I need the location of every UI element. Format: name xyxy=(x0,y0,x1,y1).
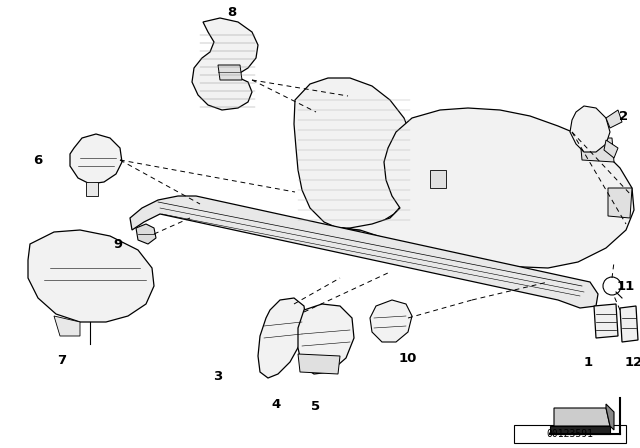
Polygon shape xyxy=(580,138,614,162)
FancyBboxPatch shape xyxy=(514,425,626,443)
Polygon shape xyxy=(294,78,416,230)
Text: 3: 3 xyxy=(213,370,223,383)
Polygon shape xyxy=(218,65,242,80)
Polygon shape xyxy=(550,426,610,434)
Polygon shape xyxy=(430,170,446,188)
Polygon shape xyxy=(340,108,634,268)
Text: 12: 12 xyxy=(625,356,640,369)
Polygon shape xyxy=(130,196,598,308)
Text: 2: 2 xyxy=(620,109,628,122)
Polygon shape xyxy=(608,188,632,218)
Polygon shape xyxy=(298,304,354,374)
Text: 00123591: 00123591 xyxy=(547,429,593,439)
Polygon shape xyxy=(192,18,258,110)
Polygon shape xyxy=(554,408,610,426)
Polygon shape xyxy=(86,182,98,196)
Text: 10: 10 xyxy=(399,352,417,365)
Polygon shape xyxy=(606,110,622,128)
Text: 1: 1 xyxy=(584,356,593,369)
Polygon shape xyxy=(258,298,306,378)
Text: 5: 5 xyxy=(312,400,321,413)
Polygon shape xyxy=(606,404,614,430)
Text: 8: 8 xyxy=(227,5,237,18)
Text: 4: 4 xyxy=(271,397,280,410)
Polygon shape xyxy=(570,106,610,152)
Text: 11: 11 xyxy=(617,280,635,293)
Polygon shape xyxy=(620,306,638,342)
Polygon shape xyxy=(136,224,156,244)
Polygon shape xyxy=(70,134,122,184)
Polygon shape xyxy=(298,354,340,374)
Polygon shape xyxy=(28,230,154,322)
Polygon shape xyxy=(370,300,412,342)
Polygon shape xyxy=(604,140,618,158)
Text: 9: 9 xyxy=(113,237,123,250)
Text: 6: 6 xyxy=(33,154,43,167)
Polygon shape xyxy=(594,304,618,338)
Polygon shape xyxy=(54,316,80,336)
Text: 7: 7 xyxy=(58,353,67,366)
